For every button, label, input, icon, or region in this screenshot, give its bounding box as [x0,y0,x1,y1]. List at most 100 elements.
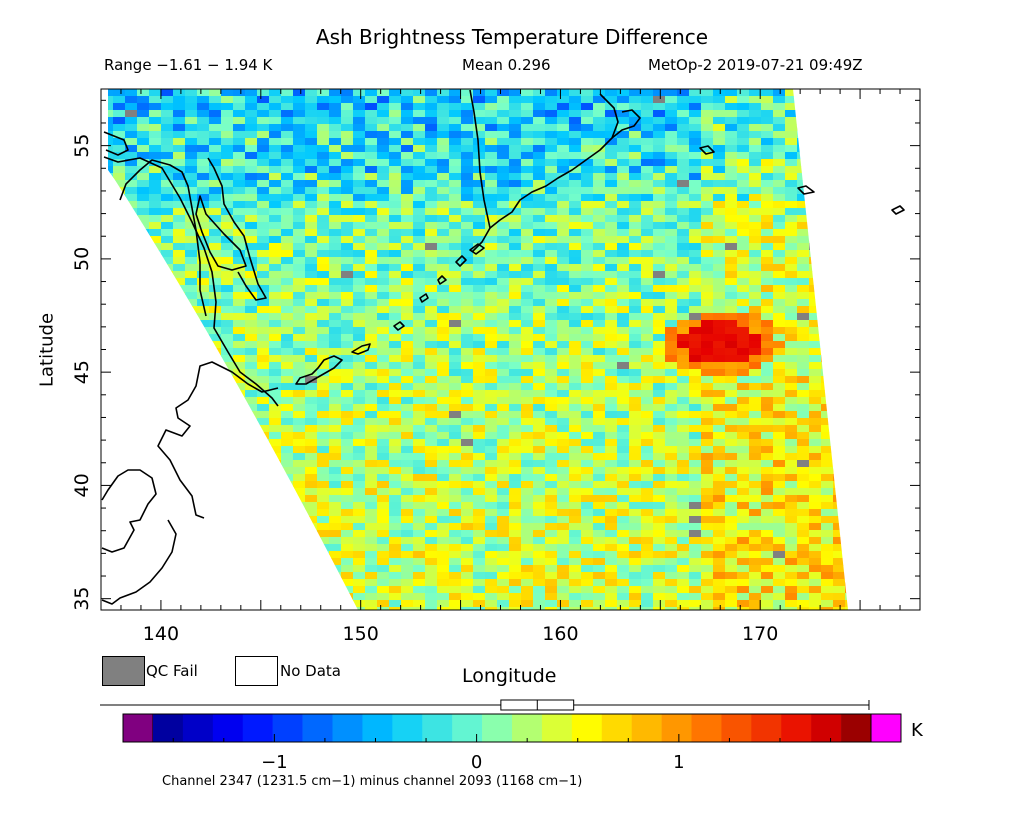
data-cell [473,502,486,510]
data-cell [749,586,762,594]
data-cell [593,264,606,272]
data-cell [653,334,666,342]
data-cell [533,103,546,111]
data-cell [341,362,354,370]
data-cell [329,306,342,314]
data-cell [521,544,534,552]
data-cell [221,166,234,174]
data-cell [437,257,450,265]
data-cell [545,250,558,258]
data-cell [437,145,450,153]
data-cell [113,89,126,97]
data-cell [173,208,186,216]
data-cell [773,243,786,251]
data-cell [689,201,702,209]
data-cell [437,376,450,384]
data-cell [773,292,786,300]
data-cell [581,558,594,566]
data-cell [341,488,354,496]
data-cell [389,278,402,286]
data-cell [449,166,462,174]
data-cell [761,579,774,587]
data-cell [557,180,570,188]
data-cell [641,453,654,461]
data-cell [293,369,306,377]
data-cell [653,173,666,181]
data-cell [641,369,654,377]
data-cell [581,89,594,97]
data-cell [305,194,318,202]
data-cell [329,201,342,209]
data-cell [197,159,210,167]
data-cell [569,117,582,125]
data-cell [665,439,678,447]
data-cell [557,495,570,503]
data-cell [473,425,486,433]
data-cell [221,341,234,349]
data-cell [569,96,582,104]
data-cell [641,404,654,412]
data-cell [473,544,486,552]
data-cell [473,124,486,132]
data-cell [701,579,714,587]
data-cell [317,124,330,132]
data-cell [437,551,450,559]
data-cell [725,460,738,468]
data-cell [677,586,690,594]
data-cell [269,411,282,419]
data-cell [749,383,762,391]
data-cell [425,222,438,230]
data-cell [593,439,606,447]
data-cell [557,166,570,174]
data-cell [641,96,654,104]
data-cell [569,250,582,258]
data-cell [485,460,498,468]
data-cell [485,348,498,356]
data-cell [653,194,666,202]
data-cell [161,208,174,216]
data-cell [233,229,246,237]
data-cell [137,145,150,153]
data-cell [725,278,738,286]
data-cell [629,530,642,538]
data-cell [413,369,426,377]
data-cell [257,257,270,265]
data-cell [197,264,210,272]
data-cell [701,425,714,433]
data-cell [293,383,306,391]
data-cell [545,481,558,489]
data-cell [389,523,402,531]
data-cell [665,299,678,307]
data-cell [293,404,306,412]
colorbar-cell [841,714,872,742]
data-cell [401,390,414,398]
data-cell [425,355,438,363]
data-cell [545,124,558,132]
data-cell [545,376,558,384]
data-cell [545,460,558,468]
data-cell [305,292,318,300]
data-cell [413,271,426,279]
data-cell [665,96,678,104]
data-cell [809,313,822,321]
data-cell [233,243,246,251]
data-cell [545,411,558,419]
data-cell [533,166,546,174]
data-cell [269,432,282,440]
data-cell [677,159,690,167]
data-cell [449,173,462,181]
data-cell [413,593,426,601]
data-cell [305,285,318,293]
data-cell [425,299,438,307]
data-cell [497,411,510,419]
chart-title: Ash Brightness Temperature Difference [315,25,709,49]
data-cell [329,187,342,195]
data-cell [137,180,150,188]
data-cell [653,222,666,230]
data-cell [365,173,378,181]
data-cell [617,516,630,524]
data-cell [497,404,510,412]
data-cell [605,593,618,601]
data-cell [641,334,654,342]
data-cell [701,117,714,125]
